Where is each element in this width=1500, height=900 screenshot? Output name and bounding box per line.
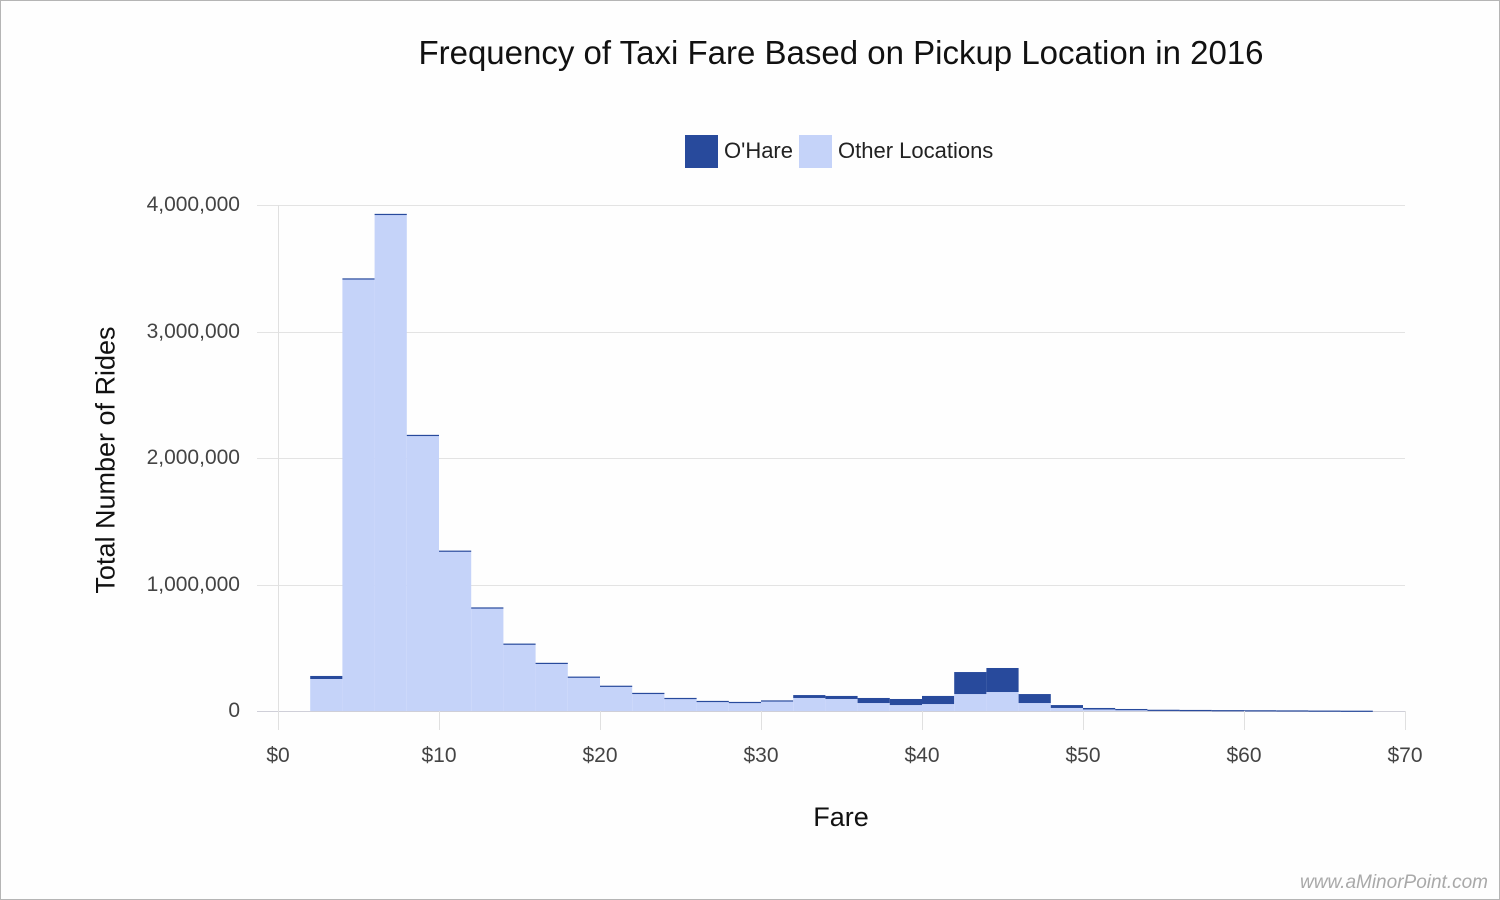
bar-other-locations (1083, 709, 1116, 711)
bar-ohare (471, 607, 504, 609)
x-tick-label: $70 (1387, 744, 1423, 767)
bar-ohare (954, 672, 987, 695)
bar-other-locations (535, 663, 568, 711)
bar-ohare (1083, 707, 1116, 710)
bar-ohare (696, 700, 729, 703)
bar-ohare (600, 685, 633, 687)
x-tick-label: $20 (582, 744, 618, 767)
axes (278, 205, 1406, 730)
x-axis-label: Fare (813, 802, 869, 832)
y-tick-label: 2,000,000 (146, 446, 240, 469)
bar-other-locations (1050, 707, 1083, 711)
x-tick-label: $0 (266, 744, 290, 767)
bar-ohare (825, 695, 858, 699)
bar-ohare (374, 213, 407, 216)
bar-ohare (1308, 710, 1341, 712)
bar-ohare (1147, 709, 1180, 711)
x-tick-label: $40 (904, 744, 940, 767)
bar-ohare (1115, 708, 1148, 711)
bar-ohare (1211, 710, 1244, 712)
bar-ohare (342, 278, 375, 280)
watermark: www.aMinorPoint.com (1300, 872, 1488, 893)
bar-other-locations (342, 279, 375, 711)
bar-ohare (857, 697, 890, 704)
bar-other-locations (986, 692, 1019, 711)
bar-other-locations (374, 214, 407, 711)
bar-ohare (664, 697, 697, 700)
bar-other-locations (922, 704, 955, 711)
bar-ohare (728, 701, 761, 704)
bar-other-locations (857, 703, 890, 711)
bar-ohare (406, 434, 439, 437)
bar-ohare (1340, 710, 1373, 712)
bar-ohare (310, 675, 343, 679)
bar-ohare (793, 695, 826, 698)
bar-other-locations (954, 694, 987, 711)
bar-other-locations (310, 678, 343, 711)
bar-other-locations (1115, 709, 1148, 711)
bar-other-locations (567, 676, 600, 711)
bar-other-locations (761, 701, 794, 711)
gridlines (257, 205, 1405, 712)
bar-other-locations (632, 693, 665, 711)
x-tick-label: $50 (1065, 744, 1101, 767)
bar-ohare (986, 667, 1019, 693)
bar-ohare (922, 695, 955, 705)
bar-other-locations (600, 685, 633, 711)
legend-swatch-other (799, 134, 832, 168)
y-tick-label: 0 (228, 699, 240, 722)
bar-ohare (632, 692, 665, 695)
histogram-bars (310, 213, 1373, 712)
bar-other-locations (728, 702, 761, 711)
bar-ohare (1018, 694, 1051, 704)
bar-ohare (1050, 705, 1083, 708)
y-tick-label: 3,000,000 (146, 319, 240, 343)
legend-swatch-ohare (685, 134, 718, 168)
chart-title: Frequency of Taxi Fare Based on Pickup L… (418, 34, 1264, 71)
bar-other-locations (889, 705, 922, 711)
bar-ohare (1276, 710, 1309, 712)
bar-ohare (761, 700, 794, 702)
legend-label-ohare: O'Hare (724, 138, 793, 163)
bar-other-locations (1018, 703, 1051, 711)
bar-other-locations (406, 435, 439, 711)
legend: O'Hare Other Locations (685, 134, 999, 168)
y-tick-label: 4,000,000 (146, 193, 240, 216)
bar-other-locations (696, 701, 729, 711)
y-tick-label: 1,000,000 (146, 572, 240, 596)
bar-other-locations (503, 643, 536, 711)
legend-label-other: Other Locations (838, 138, 994, 163)
bar-other-locations (471, 607, 504, 711)
x-tick-label: $60 (1226, 744, 1262, 767)
bar-other-locations (664, 698, 697, 711)
bar-ohare (439, 550, 472, 552)
bar-ohare (1244, 710, 1277, 712)
x-tick-label: $30 (743, 744, 779, 767)
bar-ohare (567, 676, 600, 678)
bar-other-locations (793, 697, 826, 711)
bar-ohare (503, 643, 536, 645)
bar-other-locations (439, 551, 472, 711)
bar-ohare (535, 662, 568, 665)
bar-other-locations (825, 698, 858, 711)
bar-ohare (889, 698, 922, 706)
x-tick-label: $10 (421, 744, 457, 767)
bar-ohare (1179, 709, 1212, 712)
